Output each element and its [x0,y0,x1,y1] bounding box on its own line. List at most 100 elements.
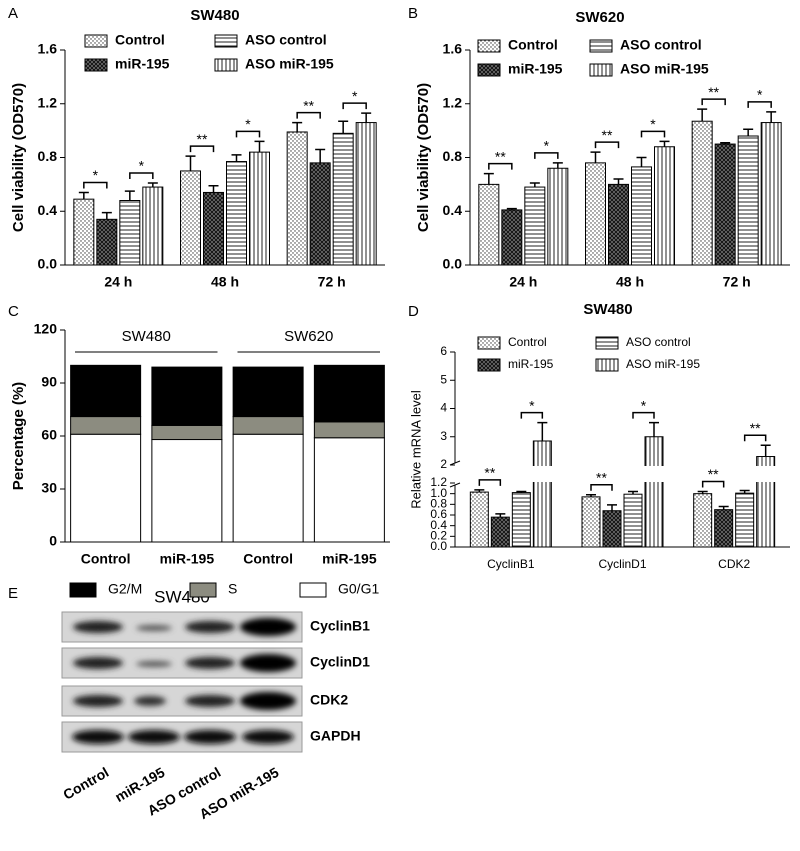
legend-label: ASO control [626,335,691,349]
y-tick-label: 1.2 [38,94,58,110]
legend-swatch [589,39,613,53]
y-axis-label: Relative mRNA level [408,390,423,509]
panel-letter: A [8,5,18,22]
bar [532,440,552,548]
y-tick-label: 1.2 [430,475,447,489]
significance-label: ** [303,97,314,113]
x-tick-label: Control [243,551,293,567]
error-bar [315,148,326,163]
error-bar [338,120,349,134]
bar-segment [70,433,142,543]
bar [501,209,523,266]
bar [73,198,95,266]
error-bar [208,184,219,193]
x-tick-label: 72 h [318,274,346,290]
legend-label: ASO miR-195 [245,56,334,72]
bar [602,510,622,548]
error-bar [483,172,494,185]
bar-segment [232,416,304,435]
y-axis-label: Cell viability (OD570) [10,83,27,232]
legend-swatch [84,34,108,48]
significance-bracket [701,98,726,106]
legend-label: Control [508,335,547,349]
blot-row-label: CyclinD1 [310,654,370,670]
y-tick-label: 0 [49,533,57,549]
blot-bands [72,618,296,744]
legend-label: Control [508,37,558,53]
chart-panel: 0.0 0.4 0.8 1.2 1.6 Cell viability (OD570) 24 … [10,32,385,290]
significance-label: ** [484,465,495,481]
significance-bracket [640,130,666,138]
y-tick-label: 0.4 [443,202,463,218]
bar-segment [151,424,223,441]
bar [309,162,331,266]
blot-lane-label: Control [60,764,111,803]
error-bar [516,490,527,493]
legend-swatch [214,34,238,48]
error-bar [231,154,242,162]
significance-bracket [83,181,108,189]
significance-label: * [641,397,647,413]
legend-swatch [69,582,97,598]
y-tick-label: 0.8 [430,497,447,511]
error-bar [185,155,196,171]
blot: E SW480 [8,585,303,753]
legend-swatch [477,358,501,372]
significance-bracket [296,111,321,119]
significance-bracket [235,130,261,138]
significance-label: * [529,397,535,413]
group-label: SW480 [122,328,171,345]
x-tick-label: CyclinB1 [487,557,535,571]
legend-label: G2/M [108,581,142,597]
significance-label: ** [708,466,719,482]
bar [332,132,354,266]
bar [737,135,759,266]
bar [760,122,782,266]
bar [180,170,201,266]
significance-bracket [534,152,559,159]
bar-segment [313,364,385,423]
significance-bracket [520,411,544,419]
bar [714,143,736,266]
error-bar [495,513,506,518]
error-bar [529,182,540,188]
error-bar [474,489,485,493]
bar-segment [232,433,304,543]
blot-row-label: GAPDH [310,728,361,744]
significance-label: * [544,138,550,154]
bar [735,492,755,548]
error-bar [613,178,624,185]
significance-label: ** [596,469,607,485]
error-bar [254,140,265,153]
blot-row-label: CyclinB1 [310,618,370,634]
significance-bracket [632,411,655,419]
significance-bracket [189,145,215,153]
y-tick-label: 1.0 [430,486,447,500]
break-gap [468,466,554,482]
significance-label: * [245,116,251,132]
y-tick-label: 0.0 [38,256,58,272]
chart-panel: 0.0 0.4 0.8 1.2 1.6 Cell viability (OD570) 24 … [415,37,790,290]
y-tick-label: 0.8 [38,148,58,164]
bar [581,496,601,548]
bar-segment [313,421,385,439]
chart-panel: 0 30 60 90 120 Percentage (%) Control miR-195 Co… [10,321,390,598]
error-bar [361,112,372,123]
bar-segment [232,366,304,418]
legend-swatch [189,582,217,598]
legend-swatch [214,58,238,72]
y-axis-label: Cell viability (OD570) [415,83,432,232]
error-bar [586,493,596,497]
significance-bracket [743,434,767,442]
group-label: SW620 [284,328,333,345]
legend-label: ASO miR-195 [620,61,709,77]
significance-label: ** [197,131,208,147]
y-tick-label: 0.0 [443,256,463,272]
significance-label: ** [750,420,761,436]
y-axis-label: Percentage (%) [10,382,27,490]
y-tick-label: 5 [440,372,447,386]
error-bar [628,490,638,495]
y-tick-label: 1.6 [38,41,58,57]
bar [654,146,675,266]
